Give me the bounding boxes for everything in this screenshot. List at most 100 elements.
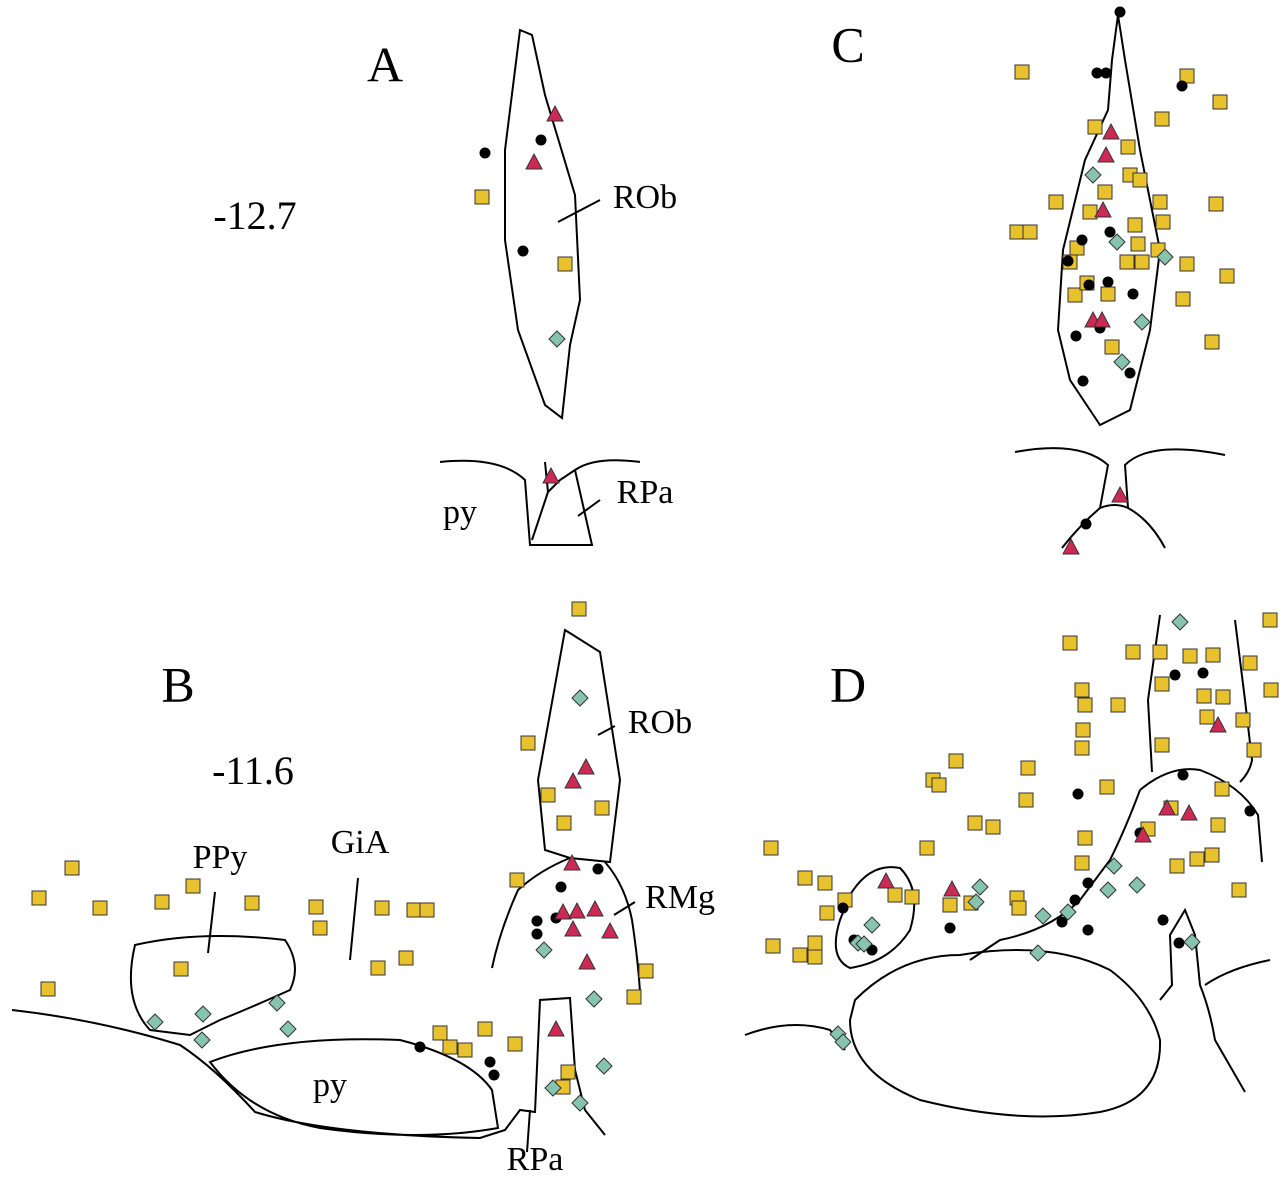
marker [32,891,46,905]
marker [1236,713,1250,727]
marker [1101,287,1115,301]
marker [1101,68,1112,79]
marker [1112,487,1128,502]
marker [558,257,572,271]
marker [1172,614,1188,630]
marker [557,816,571,830]
region-label: RMg [645,879,715,916]
marker [1063,636,1077,650]
marker [532,929,543,940]
region-label: ROb [613,179,677,216]
outline [836,867,1160,1116]
figure: A -12.7 ROb py RPa B -11.6 PPy GiA ROb R… [0,0,1282,1179]
marker [371,961,385,975]
marker [579,954,595,969]
marker [1105,340,1119,354]
marker [1153,195,1167,209]
marker [1070,895,1081,906]
marker [1083,878,1094,889]
marker [1211,818,1225,832]
marker [1190,852,1204,866]
marker [399,951,413,965]
marker [1078,831,1092,845]
marker [1083,925,1094,936]
marker [595,801,609,815]
marker [888,888,902,902]
marker [313,921,327,935]
marker [1121,140,1135,154]
marker [1216,690,1230,704]
marker [1128,289,1139,300]
marker [569,903,585,918]
marker [548,1021,564,1036]
marker [1073,789,1084,800]
marker [510,873,524,887]
marker [1197,689,1211,703]
panel-label: A [367,36,403,92]
marker [415,1042,426,1053]
region-label: RPa [617,474,674,511]
marker [375,901,389,915]
marker [1035,908,1051,924]
marker [475,190,489,204]
marker [764,841,778,855]
marker [549,331,565,347]
marker [1205,335,1219,349]
marker [596,1058,612,1074]
marker [1183,649,1197,663]
marker [1078,698,1092,712]
marker [932,778,946,792]
marker [1232,883,1246,897]
marker [1153,645,1167,659]
region-label: py [313,1067,347,1104]
region-label: GiA [331,824,390,861]
marker [1100,882,1116,898]
marker [1263,613,1277,627]
marker [1156,215,1170,229]
marker [526,154,542,169]
marker [1205,848,1219,862]
marker [489,1070,500,1081]
marker [1170,670,1181,681]
panel-label: B [161,656,194,712]
marker [155,895,169,909]
marker [1098,185,1112,199]
marker [1155,112,1169,126]
marker [1076,723,1090,737]
panel-label: C [831,16,864,72]
marker [407,903,421,917]
marker [245,896,259,910]
marker [1264,683,1278,697]
marker [65,861,79,875]
marker [1049,195,1063,209]
marker [1247,743,1261,757]
marker [555,904,571,919]
marker [485,1057,496,1068]
marker [541,788,555,802]
marker [565,773,581,788]
marker [521,736,535,750]
marker [1174,938,1185,949]
marker [1209,197,1223,211]
marker [536,942,552,958]
marker [972,879,988,895]
marker [458,1043,472,1057]
marker [1063,256,1074,267]
marker [194,1032,210,1048]
marker [1170,859,1184,873]
marker [1075,683,1089,697]
marker [639,964,653,978]
marker [593,864,604,875]
marker [1106,858,1122,874]
marker [1103,277,1114,288]
marker [1158,915,1169,926]
marker [986,820,1000,834]
labels: A -12.7 ROb py RPa B -11.6 PPy GiA ROb R… [161,16,866,1177]
marker [864,917,880,933]
marker [968,816,982,830]
marker [808,950,822,964]
marker [838,903,849,914]
marker [945,923,956,934]
marker [1133,173,1147,187]
marker [1220,269,1234,283]
